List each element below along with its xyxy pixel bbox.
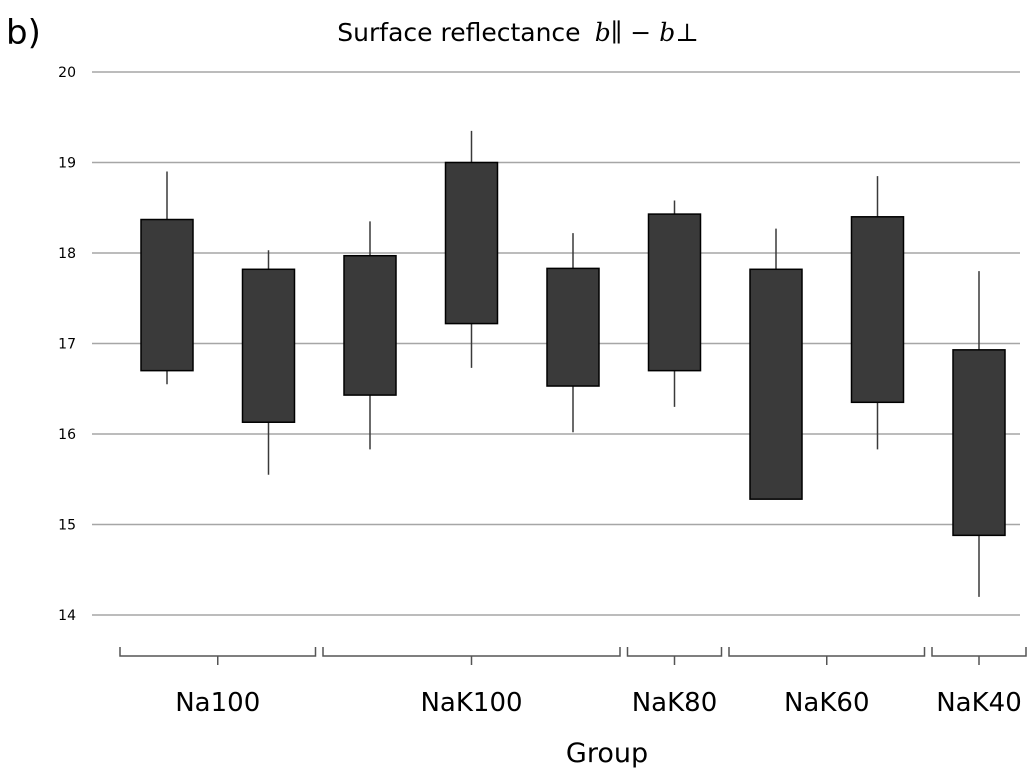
- box-nak80: [647, 200, 702, 407]
- box-nak60: [850, 176, 905, 450]
- y-tick-label: 14: [58, 608, 76, 624]
- box-na100: [241, 250, 296, 475]
- bracket-line: [322, 647, 621, 665]
- y-tick-label: 18: [58, 246, 76, 262]
- chart-title-math: b∥ − b⊥: [595, 18, 699, 47]
- group-label: NaK80: [632, 688, 718, 718]
- box-body: [241, 268, 296, 423]
- chart-title-text: Surface reflectance: [337, 18, 580, 47]
- box-na100: [140, 171, 194, 385]
- box-body: [444, 161, 499, 325]
- box-body: [647, 213, 702, 372]
- bracket-na100: [119, 647, 317, 665]
- x-axis-label: Group: [566, 738, 648, 769]
- box-nak60: [749, 228, 803, 500]
- bracket-nak40: [931, 647, 1027, 665]
- group-label: Na100: [175, 688, 260, 718]
- bracket-nak100: [322, 647, 621, 665]
- group-brackets: [119, 647, 1027, 665]
- box-body: [343, 254, 397, 396]
- box-body: [850, 216, 905, 404]
- y-tick-label: 19: [58, 156, 76, 172]
- box-body: [546, 267, 600, 387]
- box-nak100: [546, 233, 600, 433]
- y-tick-label: 17: [58, 337, 76, 353]
- group-label: NaK40: [936, 688, 1022, 718]
- box-nak40: [952, 271, 1006, 597]
- bracket-line: [119, 647, 317, 665]
- group-labels: Na100 NaK100 NaK80 NaK60 NaK40: [175, 688, 1022, 718]
- panel-label: b): [6, 13, 41, 53]
- bracket-line: [728, 647, 926, 665]
- y-tick-label: 15: [58, 518, 76, 534]
- bracket-line: [931, 647, 1027, 665]
- group-label: NaK60: [784, 688, 870, 718]
- boxes: [140, 130, 1006, 597]
- bracket-line: [626, 647, 723, 665]
- box-nak100: [343, 221, 397, 450]
- bracket-nak80: [626, 647, 723, 665]
- box-nak100: [444, 130, 499, 368]
- y-tick-labels: 14 15 16 17 18 19 20: [58, 65, 76, 624]
- chart-title: Surface reflectance b∥ − b⊥: [337, 18, 698, 47]
- box-body: [749, 268, 803, 500]
- bracket-nak60: [728, 647, 926, 665]
- box-body: [140, 218, 194, 372]
- y-tick-label: 20: [58, 65, 76, 81]
- box-body: [952, 349, 1006, 537]
- y-tick-label: 16: [58, 427, 76, 443]
- group-label: NaK100: [420, 688, 522, 718]
